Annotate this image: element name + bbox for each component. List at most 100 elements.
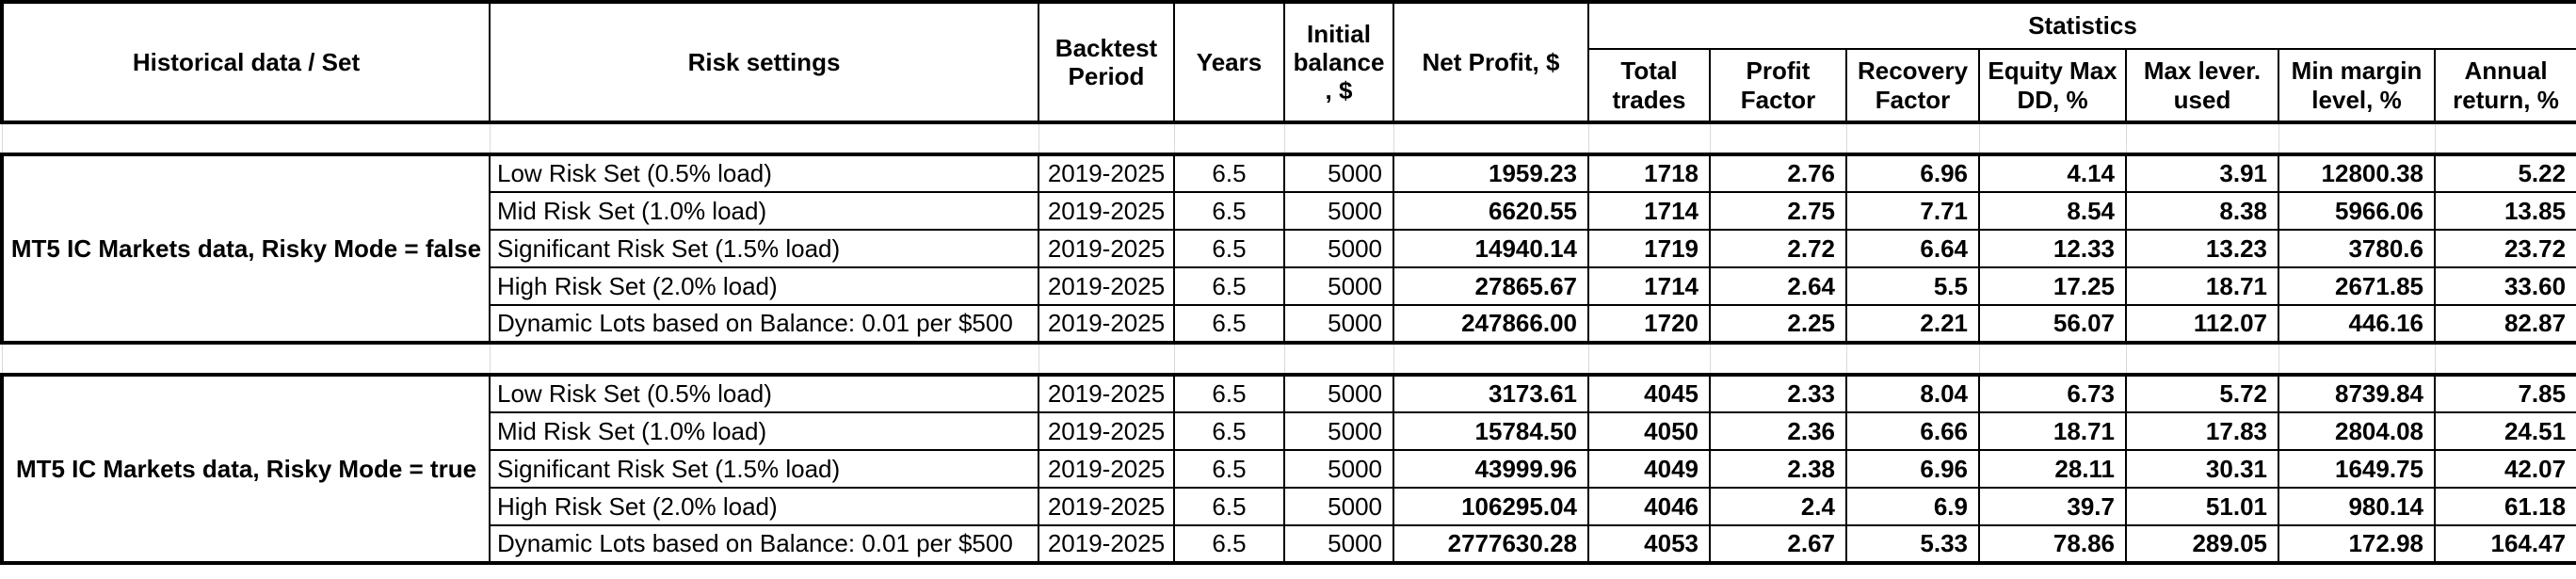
cell-initial-balance: 5000 (1283, 304, 1394, 344)
spacer-cell (489, 343, 1039, 375)
spacer-cell (1283, 122, 1394, 154)
cell-recovery-factor: 5.5 (1845, 266, 1980, 306)
spacer-row (1, 122, 2576, 154)
cell-net-profit: 247866.00 (1393, 304, 1589, 344)
group-label: MT5 IC Markets data, Risky Mode = false (1, 153, 491, 344)
cell-years: 6.5 (1173, 229, 1285, 268)
spacer-cell (1845, 343, 1980, 375)
cell-backtest-period: 2019-2025 (1038, 411, 1175, 451)
cell-total-trades: 1714 (1587, 191, 1711, 231)
col-header-risk-settings: Risk settings (489, 1, 1039, 123)
cell-risk-setting: Significant Risk Set (1.5% load) (489, 449, 1039, 489)
cell-min-margin-level: 2804.08 (2278, 411, 2436, 451)
cell-backtest-period: 2019-2025 (1038, 374, 1175, 413)
cell-initial-balance: 5000 (1283, 487, 1394, 526)
col-header-min-margin-level: Min margin level, % (2278, 48, 2436, 123)
cell-initial-balance: 5000 (1283, 229, 1394, 268)
col-header-historical-data-set: Historical data / Set (1, 1, 491, 123)
cell-profit-factor: 2.64 (1709, 266, 1847, 306)
cell-max-lever-used: 8.38 (2125, 191, 2279, 231)
cell-min-margin-level: 172.98 (2278, 524, 2436, 564)
table-row: High Risk Set (2.0% load) 2019-2025 6.5 … (2, 487, 2576, 526)
cell-profit-factor: 2.72 (1709, 229, 1847, 268)
cell-net-profit: 3173.61 (1393, 374, 1589, 413)
cell-max-lever-used: 5.72 (2125, 374, 2279, 413)
table-row: Dynamic Lots based on Balance: 0.01 per … (2, 524, 2576, 564)
cell-risk-setting: Low Risk Set (0.5% load) (489, 153, 1039, 193)
spacer-row-middle (1, 343, 2576, 375)
cell-total-trades: 1719 (1587, 229, 1711, 268)
cell-years: 6.5 (1173, 411, 1285, 451)
cell-profit-factor: 2.75 (1709, 191, 1847, 231)
cell-risk-setting: Dynamic Lots based on Balance: 0.01 per … (489, 304, 1039, 344)
cell-annual-return: 13.85 (2433, 191, 2576, 231)
cell-initial-balance: 5000 (1283, 374, 1394, 413)
cell-total-trades: 4050 (1587, 411, 1711, 451)
cell-max-lever-used: 112.07 (2125, 304, 2279, 344)
table-row: Mid Risk Set (1.0% load) 2019-2025 6.5 5… (2, 411, 2576, 451)
group-risky-mode-true: MT5 IC Markets data, Risky Mode = true L… (1, 374, 2576, 564)
cell-equity-max-dd: 6.73 (1978, 374, 2127, 413)
spacer-cell (1, 122, 491, 154)
cell-min-margin-level: 2671.85 (2278, 266, 2436, 306)
cell-net-profit: 6620.55 (1393, 191, 1589, 231)
cell-backtest-period: 2019-2025 (1038, 229, 1175, 268)
cell-recovery-factor: 6.96 (1845, 153, 1980, 193)
cell-max-lever-used: 13.23 (2125, 229, 2279, 268)
cell-annual-return: 23.72 (2433, 229, 2576, 268)
col-header-equity-max-dd: Equity Max DD, % (1978, 48, 2127, 123)
cell-profit-factor: 2.33 (1709, 374, 1847, 413)
cell-years: 6.5 (1173, 374, 1285, 413)
spacer-cell (1587, 122, 1711, 154)
cell-max-lever-used: 3.91 (2125, 153, 2279, 193)
backtest-results-table: Historical data / Set Risk settings Back… (1, 1, 2576, 564)
cell-total-trades: 4046 (1587, 487, 1711, 526)
cell-annual-return: 164.47 (2433, 524, 2576, 564)
table-row: MT5 IC Markets data, Risky Mode = false … (1, 153, 2576, 344)
cell-min-margin-level: 980.14 (2278, 487, 2436, 526)
cell-annual-return: 33.60 (2433, 266, 2576, 306)
spacer-cell (2125, 122, 2279, 154)
cell-annual-return: 24.51 (2433, 411, 2576, 451)
spacer-cell (2125, 343, 2279, 375)
cell-equity-max-dd: 8.54 (1978, 191, 2127, 231)
cell-equity-max-dd: 78.86 (1978, 524, 2127, 564)
table-row: High Risk Set (2.0% load) 2019-2025 6.5 … (2, 266, 2576, 306)
cell-recovery-factor: 2.21 (1845, 304, 1980, 344)
cell-annual-return: 61.18 (2433, 487, 2576, 526)
cell-recovery-factor: 6.9 (1845, 487, 1980, 526)
cell-equity-max-dd: 4.14 (1978, 153, 2127, 193)
cell-net-profit: 14940.14 (1393, 229, 1589, 268)
cell-total-trades: 4053 (1587, 524, 1711, 564)
cell-annual-return: 5.22 (2433, 153, 2576, 193)
cell-profit-factor: 2.67 (1709, 524, 1847, 564)
col-header-initial-balance: Initial balance , $ (1283, 1, 1394, 123)
col-header-annual-return: Annual return, % (2433, 48, 2576, 123)
cell-risk-setting: High Risk Set (2.0% load) (489, 487, 1039, 526)
cell-profit-factor: 2.25 (1709, 304, 1847, 344)
cell-recovery-factor: 7.71 (1845, 191, 1980, 231)
col-header-recovery-factor: Recovery Factor (1845, 48, 1980, 123)
cell-net-profit: 1959.23 (1393, 153, 1589, 193)
table-header: Historical data / Set Risk settings Back… (1, 1, 2576, 123)
cell-recovery-factor: 6.96 (1845, 449, 1980, 489)
spacer-cell (1709, 122, 1847, 154)
cell-min-margin-level: 1649.75 (2278, 449, 2436, 489)
cell-min-margin-level: 12800.38 (2278, 153, 2436, 193)
cell-equity-max-dd: 28.11 (1978, 449, 2127, 489)
cell-backtest-period: 2019-2025 (1038, 524, 1175, 564)
cell-net-profit: 15784.50 (1393, 411, 1589, 451)
spacer-cell (1173, 343, 1285, 375)
spacer-cell (2434, 343, 2576, 375)
cell-total-trades: 4049 (1587, 449, 1711, 489)
col-header-profit-factor: Profit Factor (1709, 48, 1847, 123)
cell-equity-max-dd: 39.7 (1978, 487, 2127, 526)
spacer-row (1, 343, 2576, 375)
table-row: Dynamic Lots based on Balance: 0.01 per … (2, 304, 2576, 344)
cell-years: 6.5 (1173, 304, 1285, 344)
cell-backtest-period: 2019-2025 (1038, 153, 1175, 193)
cell-total-trades: 1718 (1587, 153, 1711, 193)
spacer-cell (1978, 122, 2127, 154)
cell-initial-balance: 5000 (1283, 411, 1394, 451)
cell-max-lever-used: 289.05 (2125, 524, 2279, 564)
